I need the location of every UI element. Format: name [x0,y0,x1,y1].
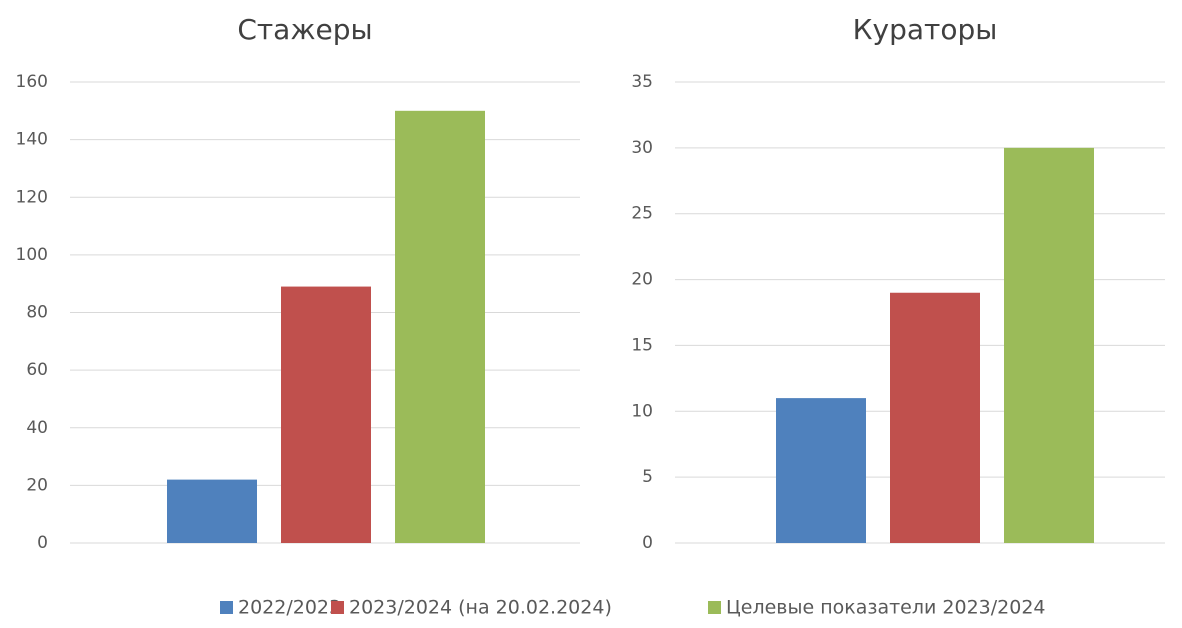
bar [281,286,371,543]
legend-label: 2023/2024 (на 20.02.2024) [349,597,612,619]
legend-swatch [708,601,721,614]
y-tick-label: 160 [16,72,48,92]
y-tick-label: 10 [631,401,653,421]
y-tick-label: 5 [642,467,653,487]
bar [1004,147,1094,543]
legend-label: 2022/2023 [238,597,341,619]
bar [167,479,257,543]
bar [776,398,866,543]
y-tick-label: 25 [631,204,653,224]
y-tick-label: 40 [26,418,48,438]
chart-title: Стажеры [237,13,372,46]
legend-label: Целевые показатели 2023/2024 [726,597,1046,619]
y-tick-label: 60 [26,360,48,380]
y-tick-label: 100 [16,245,48,265]
y-tick-label: 120 [16,187,48,207]
bar [395,110,485,543]
y-tick-label: 30 [631,138,653,158]
y-tick-label: 0 [37,533,48,553]
y-tick-label: 0 [642,533,653,553]
y-tick-label: 20 [26,475,48,495]
y-tick-label: 15 [631,335,653,355]
bar [890,292,980,543]
y-tick-label: 35 [631,72,653,92]
chart-title: Кураторы [853,13,998,46]
legend-swatch [331,601,344,614]
y-tick-label: 20 [631,270,653,290]
y-tick-label: 80 [26,303,48,323]
legend-swatch [220,601,233,614]
y-tick-label: 140 [16,130,48,150]
